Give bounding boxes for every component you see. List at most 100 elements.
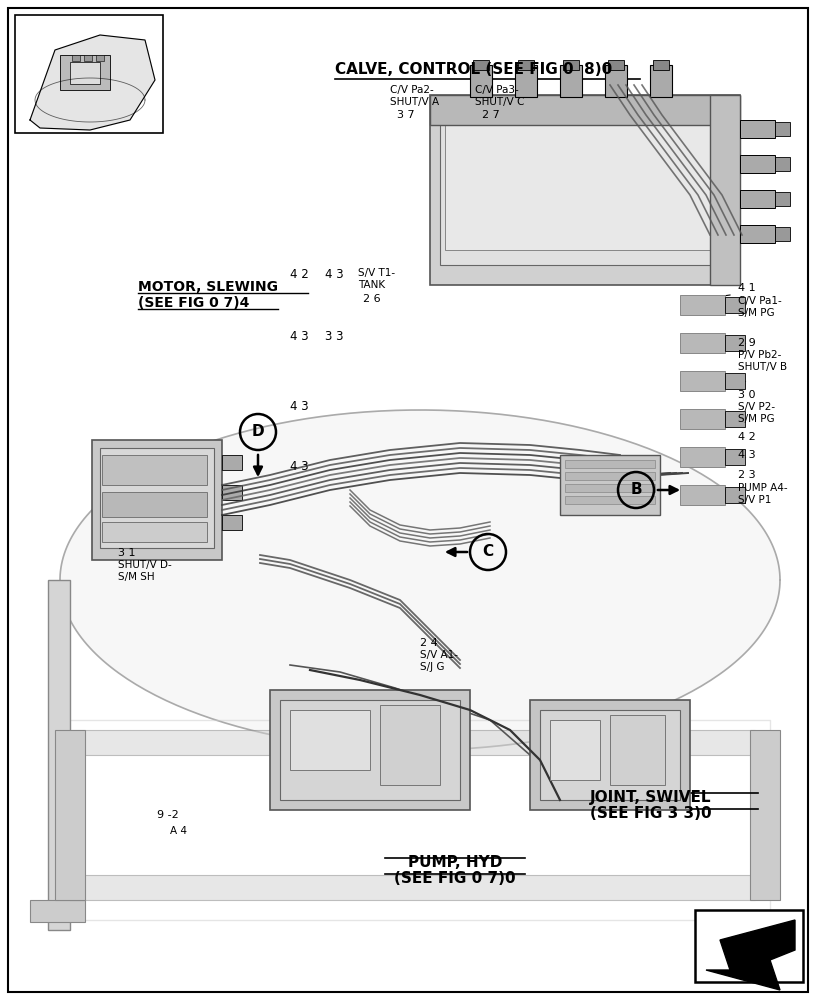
Bar <box>680 485 725 505</box>
Bar <box>740 155 775 173</box>
Bar <box>653 60 669 70</box>
Bar <box>565 472 655 480</box>
Bar <box>530 700 690 810</box>
Text: 4 3: 4 3 <box>290 460 308 473</box>
Bar <box>72 55 80 61</box>
Text: (SEE FIG 0 7)4: (SEE FIG 0 7)4 <box>138 296 250 310</box>
Text: S/J G: S/J G <box>420 662 445 672</box>
Polygon shape <box>60 410 780 750</box>
Text: S/V T1-: S/V T1- <box>358 268 395 278</box>
Bar <box>440 105 730 265</box>
Bar <box>550 720 600 780</box>
Text: (SEE FIG 0 7)0: (SEE FIG 0 7)0 <box>394 871 516 886</box>
Bar <box>605 65 627 97</box>
Bar <box>473 60 489 70</box>
Bar <box>15 15 163 133</box>
Text: P/V Pb2-: P/V Pb2- <box>738 350 782 360</box>
Bar <box>740 190 775 208</box>
Text: 2 9: 2 9 <box>738 338 756 348</box>
Polygon shape <box>706 920 795 990</box>
Text: 4 2: 4 2 <box>738 432 756 442</box>
Text: 3 1: 3 1 <box>118 548 135 558</box>
Text: S/V P1: S/V P1 <box>738 495 771 505</box>
Bar <box>92 440 222 560</box>
Bar <box>222 485 242 500</box>
Text: C/V Pa3-: C/V Pa3- <box>475 85 519 95</box>
Bar <box>695 910 803 982</box>
Text: JOINT, SWIVEL: JOINT, SWIVEL <box>590 790 712 805</box>
Bar <box>380 705 440 785</box>
Bar <box>740 225 775 243</box>
Bar <box>650 65 672 97</box>
Bar <box>565 484 655 492</box>
Text: MOTOR, SLEWING: MOTOR, SLEWING <box>138 280 278 294</box>
Bar <box>222 515 242 530</box>
Text: 4 3: 4 3 <box>325 268 344 281</box>
Bar <box>680 295 725 315</box>
Text: C/V Pa2-: C/V Pa2- <box>390 85 434 95</box>
Text: 2 7: 2 7 <box>482 110 499 120</box>
Bar <box>100 448 214 548</box>
Bar <box>680 371 725 391</box>
Text: S/M SH: S/M SH <box>118 572 154 582</box>
Text: 9 -2: 9 -2 <box>157 810 179 820</box>
Text: SHUT/V D-: SHUT/V D- <box>118 560 171 570</box>
Bar <box>775 122 790 136</box>
Bar <box>30 900 85 922</box>
Polygon shape <box>30 35 155 130</box>
Bar <box>290 710 370 770</box>
Text: SHUT/V A: SHUT/V A <box>390 97 439 107</box>
Bar <box>775 157 790 171</box>
Text: S/V P2-: S/V P2- <box>738 402 775 412</box>
Bar <box>560 455 660 515</box>
Text: 4 2: 4 2 <box>290 268 308 281</box>
Bar <box>270 690 470 810</box>
Bar <box>102 492 207 517</box>
Bar <box>680 447 725 467</box>
Bar <box>430 95 740 125</box>
Bar <box>680 409 725 429</box>
Bar <box>280 700 460 800</box>
Text: (SEE FIG 3 3)0: (SEE FIG 3 3)0 <box>590 806 712 821</box>
Bar <box>725 411 745 427</box>
Text: 4 1: 4 1 <box>738 283 756 293</box>
Text: 3 7: 3 7 <box>397 110 415 120</box>
Text: S/M PG: S/M PG <box>738 308 774 318</box>
Bar <box>55 730 85 900</box>
Bar <box>470 65 492 97</box>
Text: 3 3: 3 3 <box>325 330 344 343</box>
Bar <box>560 65 582 97</box>
Bar <box>565 496 655 504</box>
Bar <box>563 60 579 70</box>
Text: S/M PG: S/M PG <box>738 414 774 424</box>
Text: C/V Pa1-: C/V Pa1- <box>738 296 782 306</box>
Bar <box>565 460 655 468</box>
Text: CALVE, CONTROL (SEE FIG 0  8)0: CALVE, CONTROL (SEE FIG 0 8)0 <box>335 62 612 77</box>
Bar <box>518 60 534 70</box>
Bar <box>610 715 665 785</box>
Bar <box>445 110 725 250</box>
Bar <box>750 730 780 900</box>
Text: TANK: TANK <box>358 280 385 290</box>
Bar <box>725 449 745 465</box>
Bar <box>608 60 624 70</box>
Bar <box>725 297 745 313</box>
Text: 2 6: 2 6 <box>363 294 380 304</box>
Text: S/V A1-: S/V A1- <box>420 650 458 660</box>
Bar <box>84 55 92 61</box>
Bar <box>775 192 790 206</box>
Bar <box>70 730 755 755</box>
Bar <box>710 95 740 285</box>
Bar <box>725 487 745 503</box>
Text: PUMP, HYD: PUMP, HYD <box>408 855 502 870</box>
Text: 2 3: 2 3 <box>738 470 756 480</box>
Bar <box>60 55 110 90</box>
Bar <box>725 373 745 389</box>
Text: 4 3: 4 3 <box>290 330 308 343</box>
Bar <box>680 333 725 353</box>
Text: 4 3: 4 3 <box>738 450 756 460</box>
Bar <box>740 120 775 138</box>
Text: C: C <box>482 544 494 560</box>
Bar <box>48 580 70 930</box>
Text: SHUT/V C: SHUT/V C <box>475 97 525 107</box>
